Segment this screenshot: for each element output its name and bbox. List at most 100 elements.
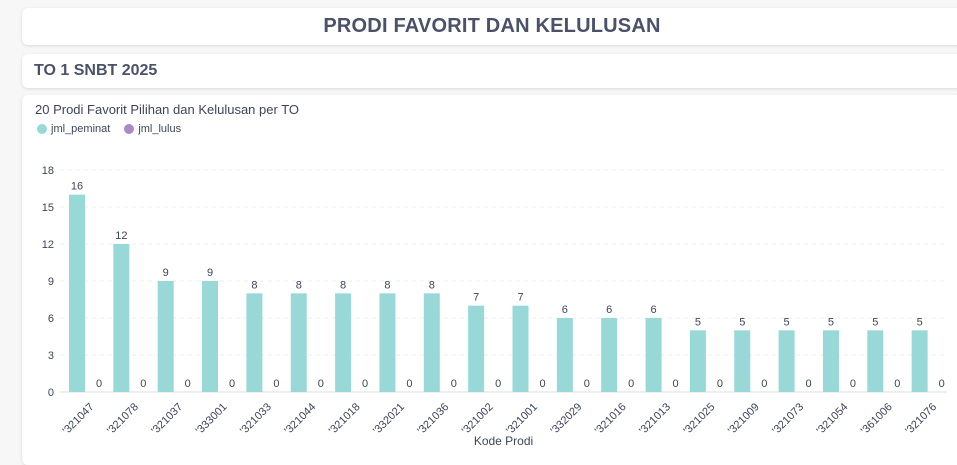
data-label: 0 — [761, 378, 767, 390]
data-label: 0 — [939, 378, 945, 390]
data-label: 0 — [850, 378, 856, 390]
bar-jml_peminat — [113, 244, 130, 392]
data-label: 6 — [650, 304, 656, 316]
data-label: 12 — [115, 230, 127, 242]
legend-item-peminat[interactable]: jml_peminat — [37, 123, 110, 135]
bar-jml_peminat — [157, 281, 174, 392]
data-label: 0 — [140, 378, 146, 390]
data-label: 0 — [273, 378, 279, 390]
data-label: 5 — [828, 316, 834, 328]
data-label: 6 — [606, 304, 612, 316]
bar-jml_peminat — [512, 305, 529, 392]
legend-label: jml_peminat — [51, 123, 111, 135]
x-tick-label: '321013 — [637, 401, 673, 437]
data-label: 8 — [384, 279, 390, 291]
data-label: 0 — [672, 378, 678, 390]
x-axis-label: Kode Prodi — [474, 434, 533, 448]
x-tick-label: '321002 — [460, 401, 496, 437]
data-label: 0 — [362, 378, 368, 390]
data-label: 0 — [717, 378, 723, 390]
y-tick-label: 6 — [48, 313, 54, 325]
legend-label: jml_lulus — [138, 123, 182, 135]
x-tick-label: '321036 — [415, 401, 451, 437]
x-tick-label: '321009 — [726, 401, 762, 437]
data-label: 9 — [163, 267, 169, 279]
bar-jml_peminat — [468, 305, 485, 392]
y-tick-label: 0 — [48, 387, 54, 399]
data-label: 8 — [296, 279, 302, 291]
data-label: 5 — [739, 316, 745, 328]
x-tick-label: '321025 — [682, 401, 718, 437]
data-label: 6 — [562, 304, 568, 316]
bar-jml_peminat — [734, 330, 751, 392]
page-title: PRODI FAVORIT DAN KELULUSAN — [323, 15, 661, 37]
y-tick-label: 9 — [48, 276, 54, 288]
data-label: 0 — [96, 378, 102, 390]
data-label: 16 — [71, 181, 83, 193]
bar-chart: 0369121518160'321047120'32107890'3210379… — [42, 165, 947, 448]
bar-jml_peminat — [69, 194, 85, 392]
bar-jml_peminat — [778, 330, 795, 392]
data-label: 8 — [251, 279, 257, 291]
x-tick-label: '321054 — [815, 401, 851, 437]
data-label: 0 — [806, 378, 812, 390]
bar-jml_peminat — [423, 293, 440, 392]
x-tick-label: '332021 — [371, 401, 407, 437]
x-tick-label: '361006 — [859, 401, 895, 437]
data-label: 0 — [451, 378, 457, 390]
x-tick-label: '321044 — [282, 401, 318, 437]
data-label: 5 — [917, 316, 923, 328]
bar-jml_peminat — [601, 318, 618, 392]
x-tick-label: '332029 — [548, 401, 584, 437]
data-label: 0 — [539, 378, 545, 390]
bar-jml_peminat — [911, 330, 928, 392]
data-label: 0 — [229, 378, 235, 390]
y-tick-label: 18 — [42, 165, 54, 177]
data-label: 0 — [584, 378, 590, 390]
data-label: 5 — [872, 316, 878, 328]
x-tick-label: '321016 — [593, 401, 629, 437]
data-label: 0 — [628, 378, 634, 390]
bar-jml_peminat — [867, 330, 884, 392]
data-label: 0 — [406, 378, 412, 390]
x-tick-label: '321047 — [61, 401, 97, 437]
bar-jml_peminat — [335, 293, 352, 392]
data-label: 5 — [695, 316, 701, 328]
legend-dot-lulus — [124, 124, 135, 134]
legend-dot-peminat — [37, 124, 47, 134]
x-tick-label: '321033 — [238, 401, 274, 437]
x-tick-label: '321037 — [149, 401, 185, 437]
data-label: 0 — [495, 378, 501, 390]
y-tick-label: 15 — [42, 202, 54, 214]
data-label: 0 — [185, 378, 191, 390]
bar-jml_peminat — [202, 281, 219, 392]
data-label: 7 — [473, 292, 479, 304]
y-tick-label: 3 — [48, 350, 54, 362]
bar-jml_peminat — [246, 293, 263, 392]
bar-jml_peminat — [689, 330, 706, 392]
page-title-card: PRODI FAVORIT DAN KELULUSAN — [22, 8, 957, 45]
bar-jml_peminat — [379, 293, 396, 392]
data-label: 0 — [318, 378, 324, 390]
data-label: 8 — [429, 279, 435, 291]
x-tick-label: '321018 — [327, 401, 363, 437]
bar-jml_peminat — [645, 318, 662, 392]
data-label: 5 — [784, 316, 790, 328]
data-label: 0 — [894, 378, 900, 390]
x-tick-label: '321076 — [903, 401, 939, 437]
data-label: 7 — [517, 292, 523, 304]
x-tick-label: '321078 — [105, 401, 141, 437]
chart-legend: jml_peminat jml_lulus — [37, 123, 181, 135]
bar-jml_peminat — [290, 293, 307, 392]
x-tick-label: '321073 — [770, 401, 806, 437]
section-header-card: TO 1 SNBT 2025 — [22, 54, 957, 88]
data-label: 8 — [340, 279, 346, 291]
y-tick-label: 12 — [42, 239, 54, 251]
data-label: 9 — [207, 267, 213, 279]
section-title: TO 1 SNBT 2025 — [34, 62, 158, 79]
legend-item-lulus[interactable]: jml_lulus — [124, 123, 181, 135]
x-tick-label: '321001 — [504, 401, 540, 437]
bar-jml_peminat — [822, 330, 839, 392]
chart-title: 20 Prodi Favorit Pilihan dan Kelulusan p… — [35, 102, 300, 117]
bar-jml_peminat — [556, 318, 573, 392]
